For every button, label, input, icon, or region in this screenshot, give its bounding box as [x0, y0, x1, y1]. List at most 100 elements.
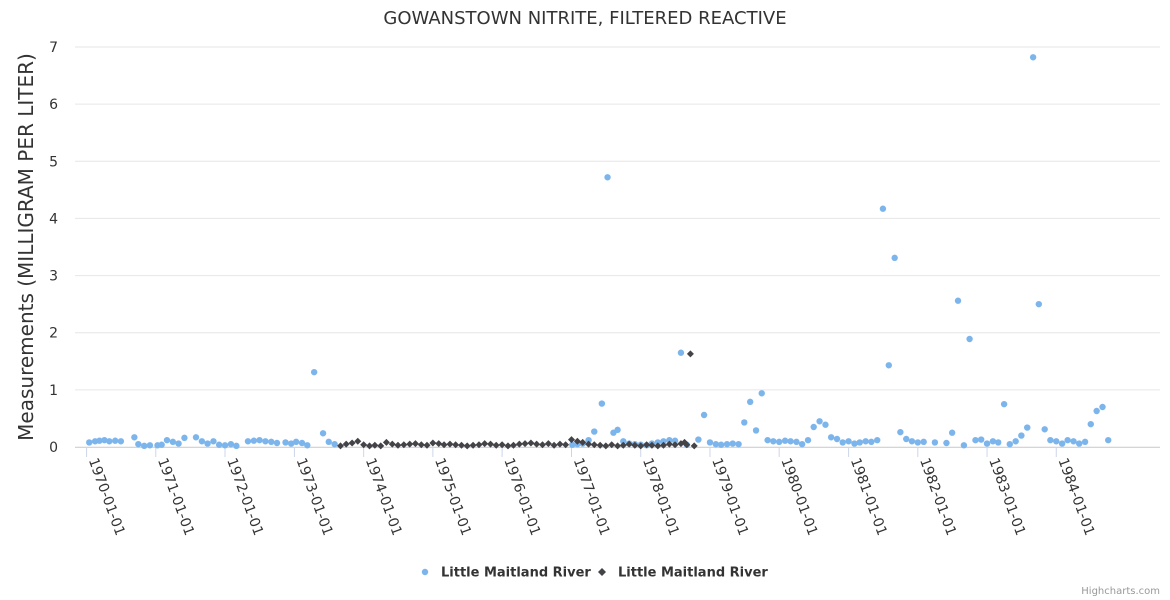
data-point[interactable] — [1093, 407, 1100, 415]
data-point[interactable] — [625, 440, 633, 448]
data-point[interactable] — [562, 441, 570, 449]
data-point[interactable] — [273, 439, 281, 447]
data-point[interactable] — [498, 441, 506, 449]
data-point[interactable] — [752, 427, 760, 434]
data-point[interactable] — [458, 441, 466, 449]
data-point[interactable] — [96, 437, 103, 444]
data-point[interactable] — [198, 438, 206, 445]
data-point[interactable] — [423, 441, 431, 449]
data-point[interactable] — [781, 437, 789, 444]
data-point[interactable] — [590, 441, 598, 449]
data-point[interactable] — [210, 438, 217, 445]
data-point[interactable] — [411, 440, 419, 448]
data-point[interactable] — [533, 440, 541, 448]
data-point[interactable] — [298, 439, 306, 447]
data-point[interactable] — [354, 437, 362, 445]
data-point[interactable] — [717, 441, 725, 448]
data-point[interactable] — [793, 438, 800, 446]
legend-item-2[interactable]: Little Maitland River — [598, 566, 768, 581]
data-point[interactable] — [221, 442, 229, 449]
data-point[interactable] — [596, 441, 604, 449]
data-point[interactable] — [556, 440, 564, 448]
data-point[interactable] — [706, 439, 714, 446]
data-point[interactable] — [897, 428, 904, 436]
data-point[interactable] — [598, 400, 606, 407]
data-point[interactable] — [215, 441, 223, 448]
data-point[interactable] — [163, 436, 171, 444]
data-point[interactable] — [504, 442, 512, 450]
data-point[interactable] — [371, 441, 379, 449]
credits-link[interactable]: Highcharts.com — [1081, 586, 1160, 597]
data-point[interactable] — [487, 440, 495, 448]
data-point[interactable] — [671, 441, 679, 449]
data-point[interactable] — [723, 440, 731, 448]
data-point[interactable] — [741, 419, 748, 426]
data-point[interactable] — [620, 438, 627, 445]
data-point[interactable] — [954, 297, 962, 304]
data-point[interactable] — [319, 430, 327, 437]
data-point[interactable] — [770, 438, 777, 445]
data-point[interactable] — [839, 439, 846, 446]
data-point[interactable] — [233, 442, 240, 450]
data-point[interactable] — [977, 436, 985, 443]
data-point[interactable] — [614, 426, 621, 434]
data-point[interactable] — [1006, 440, 1013, 448]
data-point[interactable] — [585, 436, 592, 444]
data-point[interactable] — [342, 440, 350, 448]
data-point[interactable] — [569, 441, 576, 448]
data-point[interactable] — [868, 438, 875, 446]
data-point[interactable] — [637, 442, 645, 450]
data-point[interactable] — [131, 434, 138, 441]
data-point[interactable] — [659, 441, 667, 449]
data-point[interactable] — [862, 438, 869, 445]
data-point[interactable] — [400, 441, 408, 449]
data-point[interactable] — [729, 440, 736, 447]
data-point[interactable] — [845, 438, 852, 445]
data-point[interactable] — [544, 440, 552, 448]
data-point[interactable] — [435, 440, 443, 448]
data-point[interactable] — [204, 440, 211, 447]
data-point[interactable] — [764, 436, 771, 444]
data-point[interactable] — [695, 436, 702, 443]
data-point[interactable] — [310, 368, 318, 376]
data-point[interactable] — [1024, 424, 1031, 431]
data-point[interactable] — [1064, 436, 1071, 444]
data-point[interactable] — [141, 442, 148, 450]
data-point[interactable] — [394, 441, 402, 449]
data-point[interactable] — [700, 411, 708, 419]
data-point[interactable] — [822, 421, 829, 428]
data-point[interactable] — [304, 442, 311, 449]
data-point[interactable] — [1053, 438, 1060, 445]
data-point[interactable] — [117, 438, 125, 445]
data-point[interactable] — [614, 442, 622, 450]
data-point[interactable] — [1018, 432, 1025, 439]
data-point[interactable] — [931, 439, 939, 446]
data-point[interactable] — [602, 442, 610, 450]
data-point[interactable] — [827, 434, 835, 441]
data-point[interactable] — [775, 438, 783, 446]
data-point[interactable] — [608, 441, 616, 449]
data-point[interactable] — [648, 441, 656, 449]
data-point[interactable] — [377, 442, 385, 450]
data-point[interactable] — [325, 438, 332, 446]
data-point[interactable] — [671, 437, 679, 444]
data-point[interactable] — [666, 436, 673, 444]
data-point[interactable] — [175, 440, 182, 447]
data-point[interactable] — [787, 438, 794, 445]
data-point[interactable] — [469, 441, 477, 449]
data-point[interactable] — [804, 436, 812, 444]
data-point[interactable] — [798, 440, 806, 448]
data-point[interactable] — [735, 440, 742, 448]
data-point[interactable] — [262, 438, 269, 445]
data-point[interactable] — [527, 439, 535, 447]
data-point[interactable] — [192, 434, 200, 441]
data-point[interactable] — [256, 436, 263, 444]
data-point[interactable] — [1070, 438, 1077, 445]
data-point[interactable] — [1047, 436, 1054, 444]
data-point[interactable] — [475, 441, 483, 449]
data-point[interactable] — [1000, 400, 1008, 408]
data-point[interactable] — [521, 440, 529, 448]
data-point[interactable] — [810, 423, 817, 431]
data-point[interactable] — [331, 440, 338, 448]
data-point[interactable] — [972, 436, 979, 444]
